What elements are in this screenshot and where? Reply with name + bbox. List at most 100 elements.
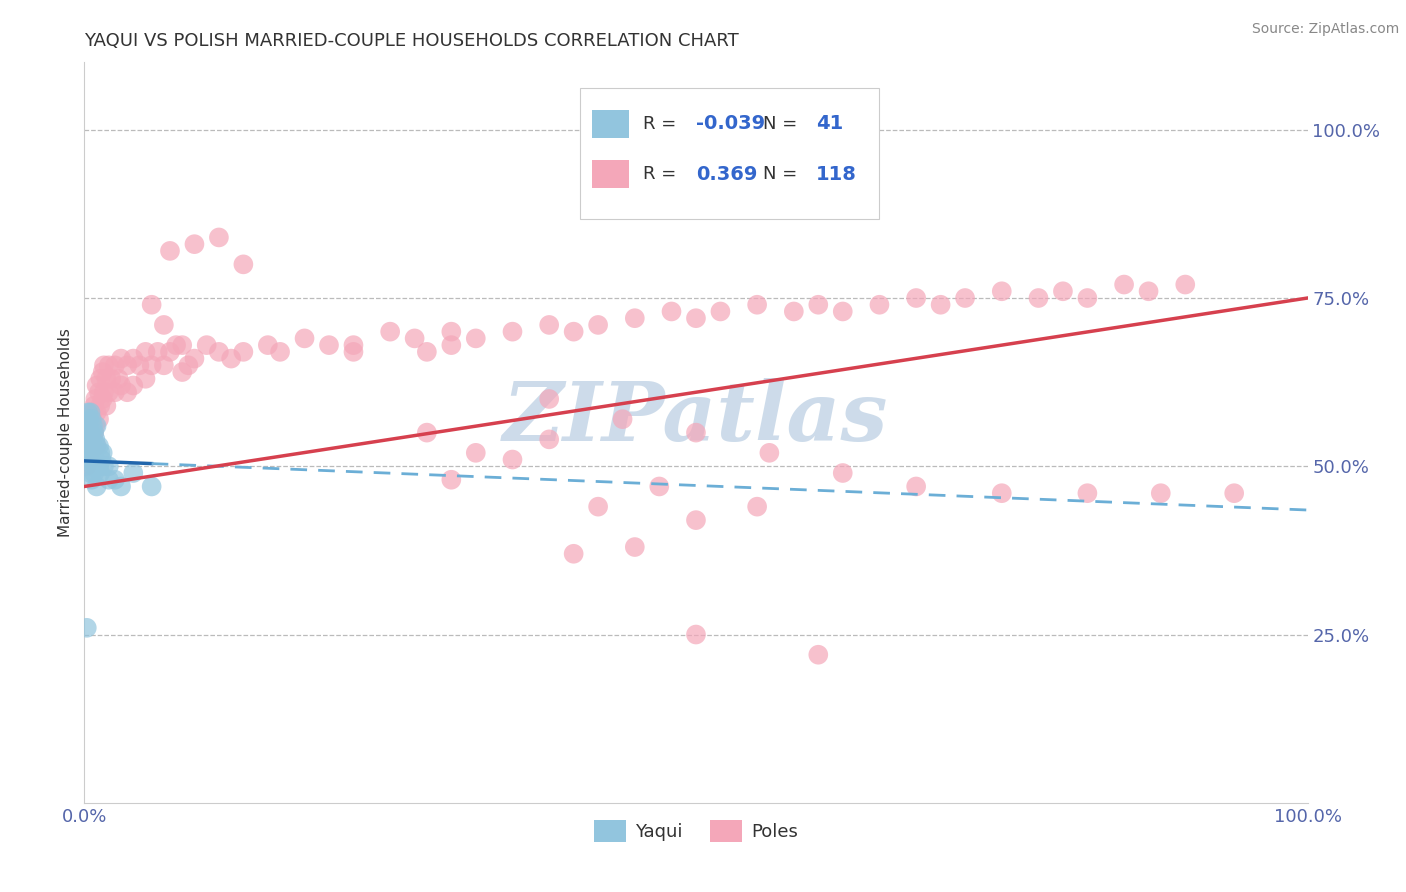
Point: [77, 425, 100, 440]
Text: N =: N =: [763, 165, 803, 183]
Point: [1076, 486, 1098, 500]
Point: [440, 473, 463, 487]
Point: [96, 372, 118, 386]
Bar: [592, 161, 628, 188]
Point: [177, 359, 200, 373]
Point: [91, 392, 114, 406]
Point: [905, 291, 928, 305]
Point: [89, 399, 111, 413]
Point: [83, 425, 105, 440]
Point: [219, 351, 242, 366]
Point: [79, 446, 101, 460]
Point: [104, 359, 127, 373]
Point: [440, 338, 463, 352]
Point: [80, 412, 103, 426]
Point: [807, 648, 830, 662]
Point: [1174, 277, 1197, 292]
Point: [208, 230, 231, 244]
Point: [159, 244, 181, 258]
Point: [80, 439, 103, 453]
Point: [87, 385, 110, 400]
Point: [586, 500, 609, 514]
Point: [77, 446, 100, 460]
Point: [82, 418, 104, 433]
Point: [342, 338, 364, 352]
Point: [685, 627, 707, 641]
Point: [93, 385, 115, 400]
Point: [89, 466, 111, 480]
Point: [416, 344, 439, 359]
Point: [76, 621, 98, 635]
Point: [128, 359, 150, 373]
Point: [141, 359, 163, 373]
Point: [172, 338, 194, 352]
Point: [80, 452, 103, 467]
Point: [153, 318, 176, 332]
Point: [86, 418, 108, 433]
Point: [84, 392, 107, 406]
Point: [208, 344, 231, 359]
Point: [294, 331, 316, 345]
Point: [1052, 285, 1074, 299]
Point: [82, 433, 104, 447]
Point: [104, 473, 127, 487]
Point: [685, 311, 707, 326]
Point: [93, 359, 115, 373]
Point: [183, 351, 205, 366]
Point: [1114, 277, 1136, 292]
Point: [77, 452, 100, 467]
Point: [905, 479, 928, 493]
Point: [586, 318, 609, 332]
Point: [953, 291, 976, 305]
FancyBboxPatch shape: [579, 88, 880, 219]
Text: ZIPatlas: ZIPatlas: [503, 378, 889, 458]
Point: [77, 433, 100, 447]
Point: [624, 311, 647, 326]
Point: [141, 479, 163, 493]
Point: [172, 365, 194, 379]
Bar: [592, 110, 628, 138]
Point: [624, 540, 647, 554]
Point: [89, 372, 111, 386]
Text: N =: N =: [763, 115, 803, 133]
Point: [97, 473, 120, 487]
Text: 41: 41: [815, 114, 844, 134]
Point: [84, 433, 107, 447]
Point: [110, 351, 132, 366]
Legend: Yaqui, Poles: Yaqui, Poles: [586, 813, 806, 849]
Point: [685, 513, 707, 527]
Point: [107, 372, 129, 386]
Point: [502, 325, 524, 339]
Point: [416, 425, 439, 440]
Point: [110, 378, 132, 392]
Point: [79, 425, 101, 440]
Point: [104, 385, 127, 400]
Point: [1076, 291, 1098, 305]
Point: [80, 412, 103, 426]
Point: [612, 412, 634, 426]
Point: [807, 298, 830, 312]
Point: [183, 237, 205, 252]
Point: [91, 446, 114, 460]
Point: [380, 325, 402, 339]
Point: [232, 257, 254, 271]
Point: [110, 479, 132, 493]
Point: [82, 405, 104, 419]
Point: [1028, 291, 1050, 305]
Point: [115, 359, 138, 373]
Point: [318, 338, 340, 352]
Point: [831, 466, 853, 480]
Point: [440, 325, 463, 339]
Point: [76, 459, 98, 474]
Point: [96, 399, 118, 413]
Point: [135, 372, 157, 386]
Point: [404, 331, 426, 345]
Point: [79, 405, 101, 419]
Point: [153, 359, 176, 373]
Point: [831, 304, 853, 318]
Point: [79, 452, 101, 467]
Text: Source: ZipAtlas.com: Source: ZipAtlas.com: [1251, 22, 1399, 37]
Point: [87, 459, 110, 474]
Point: [709, 304, 731, 318]
Point: [84, 452, 107, 467]
